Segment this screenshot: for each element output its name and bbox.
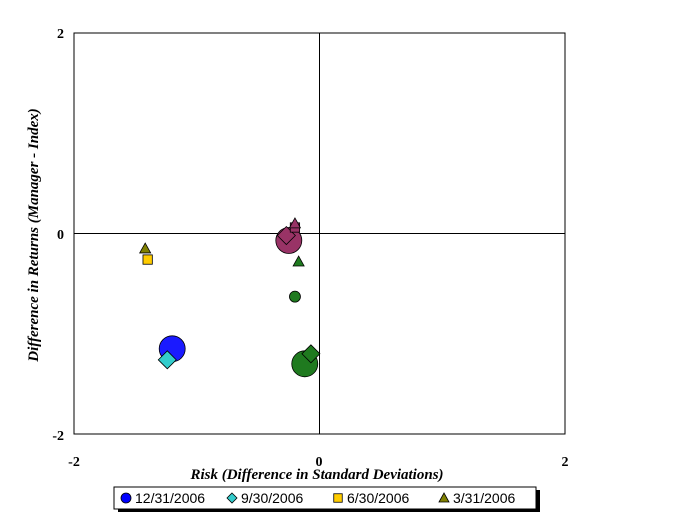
legend-box <box>113 486 537 510</box>
legend-label-1: 9/30/2006 <box>241 490 303 506</box>
x-tick-label-left: -2 <box>68 455 80 470</box>
y-tick-label-middle: 0 <box>57 228 64 243</box>
point-square-s2-0 <box>142 254 153 265</box>
legend-marker-triangle-icon <box>438 492 450 503</box>
data-points <box>139 217 321 378</box>
y-tick-label-top: 2 <box>57 27 64 42</box>
legend-marker-diamond-icon <box>226 492 238 504</box>
y-tick-label-bottom: -2 <box>52 429 64 444</box>
x-tick-label-right: 2 <box>562 455 569 470</box>
point-diamond-s1-2 <box>301 344 321 364</box>
point-triangle-s3-0 <box>139 242 152 254</box>
legend-label-2: 6/30/2006 <box>347 490 409 506</box>
legend-marker-circle-icon <box>120 492 132 504</box>
point-circle-s0-3 <box>289 290 301 303</box>
legend-marker-square-icon <box>333 493 343 503</box>
point-diamond-s1-0 <box>157 350 177 370</box>
legend: 12/31/2006 9/30/2006 6/30/2006 3/31/2006 <box>113 486 540 512</box>
x-tick-label-middle: 0 <box>316 455 323 470</box>
legend-label-3: 3/31/2006 <box>453 490 515 506</box>
point-triangle-s3-2 <box>292 255 305 267</box>
point-triangle-s3-1 <box>288 217 302 229</box>
x-axis-title: Risk (Difference in Standard Deviations) <box>189 467 443 483</box>
legend-label-0: 12/31/2006 <box>135 490 205 506</box>
y-axis-title: Difference in Returns (Manager - Index) <box>26 108 42 362</box>
